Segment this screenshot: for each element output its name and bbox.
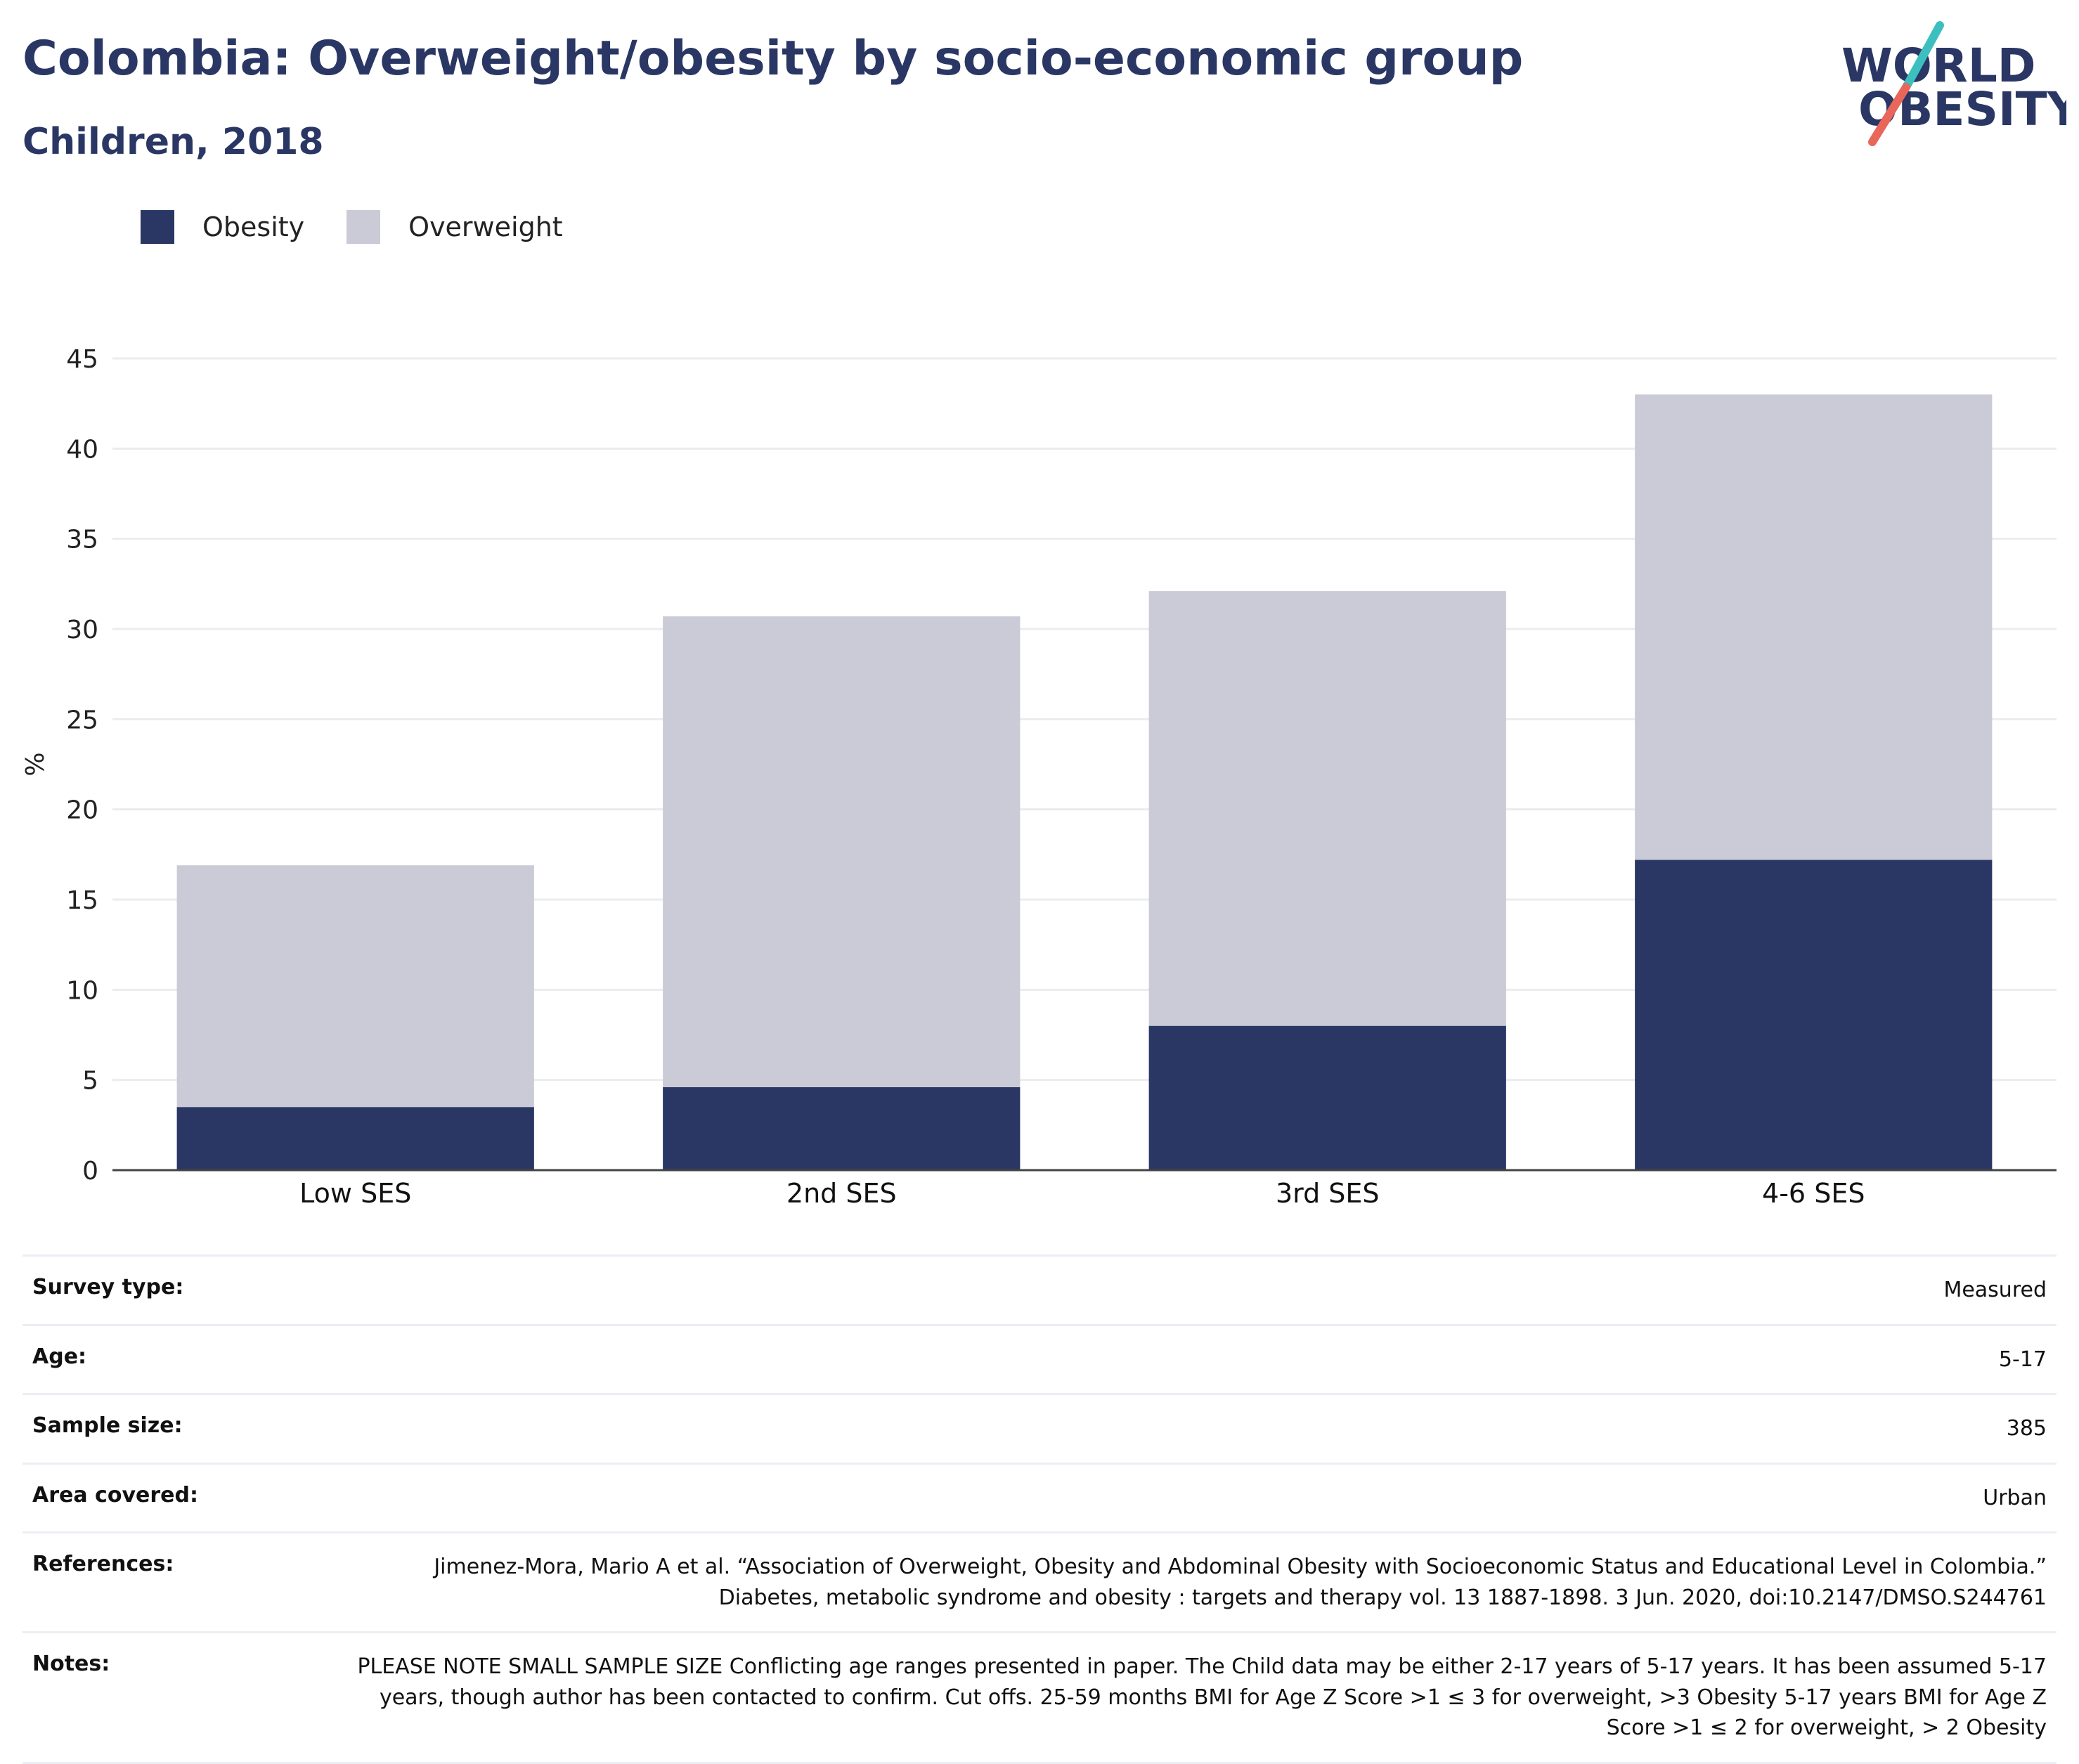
bar-overweight-2nd-ses [663, 616, 1021, 1087]
y-tick-label: 15 [66, 886, 98, 915]
bar-obesity-2nd-ses [663, 1087, 1021, 1170]
y-tick-label: 45 [66, 345, 98, 374]
x-category-label: 2nd SES [786, 1178, 897, 1209]
y-tick-label: 10 [66, 976, 98, 1005]
bar-obesity-low-ses [176, 1107, 534, 1170]
info-label: Notes: [32, 1652, 110, 1676]
bar-obesity-3rd-ses [1148, 1025, 1506, 1170]
logo-line-1: WORLD [1841, 39, 2036, 93]
bar-obesity-4-6-ses [1635, 860, 1993, 1170]
info-value: 385 [2006, 1416, 2047, 1441]
info-row-area-covered: Area covered: Urban [22, 1462, 2057, 1532]
logo-slash-red [1868, 83, 1910, 146]
y-tick-label: 0 [82, 1157, 98, 1186]
info-value: Jimenez-Mora, Mario A et al. “Associatio… [434, 1555, 2047, 1610]
legend-item-overweight[interactable]: Overweight [346, 210, 563, 244]
y-tick-label: 5 [82, 1067, 98, 1096]
info-value: Measured [1943, 1278, 2047, 1302]
x-category-label: 3rd SES [1276, 1178, 1380, 1209]
legend-swatch-obesity [141, 210, 174, 244]
chart-legend: Obesity Overweight [141, 209, 605, 245]
info-label: Area covered: [32, 1482, 198, 1507]
info-label: References: [32, 1552, 174, 1576]
legend-label-obesity: Obesity [202, 212, 305, 242]
info-value: Urban [1983, 1485, 2047, 1510]
info-value: 5-17 [1998, 1347, 2047, 1372]
legend-label-overweight: Overweight [408, 212, 563, 242]
y-tick-label: 20 [66, 796, 98, 825]
y-tick-label: 25 [66, 706, 98, 734]
info-row-notes: Notes: PLEASE NOTE SMALL SAMPLE SIZE Con… [22, 1631, 2057, 1764]
page-subtitle: Children, 2018 [22, 121, 324, 163]
y-tick-label: 35 [66, 526, 98, 555]
info-value: PLEASE NOTE SMALL SAMPLE SIZE Conflictin… [357, 1654, 2047, 1740]
bar-overweight-low-ses [176, 865, 534, 1108]
bar-overweight-4-6-ses [1635, 394, 1993, 860]
legend-item-obesity[interactable]: Obesity [141, 210, 304, 244]
info-label: Sample size: [32, 1413, 183, 1438]
x-category-label: Low SES [299, 1178, 411, 1209]
logo-slash-teal [1902, 21, 1944, 91]
info-label: Age: [32, 1344, 87, 1369]
y-tick-label: 30 [66, 616, 98, 644]
world-obesity-logo: WORLD OBESITY [1841, 21, 2066, 146]
bar-overweight-3rd-ses [1148, 591, 1506, 1026]
stacked-bar-chart: 0 5 10 15 20 25 30 35 40 45% Low SES 2nd SES 3rd SES… [21, 345, 2057, 1209]
info-row-sample-size: Sample size: 385 [22, 1393, 2057, 1463]
y-tick-label: 40 [66, 435, 98, 464]
survey-info-table: Survey type: Measured Age: 5-17 Sample s… [22, 1254, 2057, 1764]
y-axis-label: % [21, 752, 50, 776]
legend-swatch-overweight [346, 210, 381, 244]
info-label: Survey type: [32, 1275, 184, 1299]
info-row-age: Age: 5-17 [22, 1323, 2057, 1394]
info-row-survey-type: Survey type: Measured [22, 1254, 2057, 1324]
page-title: Colombia: Overweight/obesity by socio-ec… [22, 31, 1524, 86]
x-category-label: 4-6 SES [1762, 1178, 1865, 1209]
info-row-references: References: Jimenez-Mora, Mario A et al.… [22, 1531, 2057, 1631]
